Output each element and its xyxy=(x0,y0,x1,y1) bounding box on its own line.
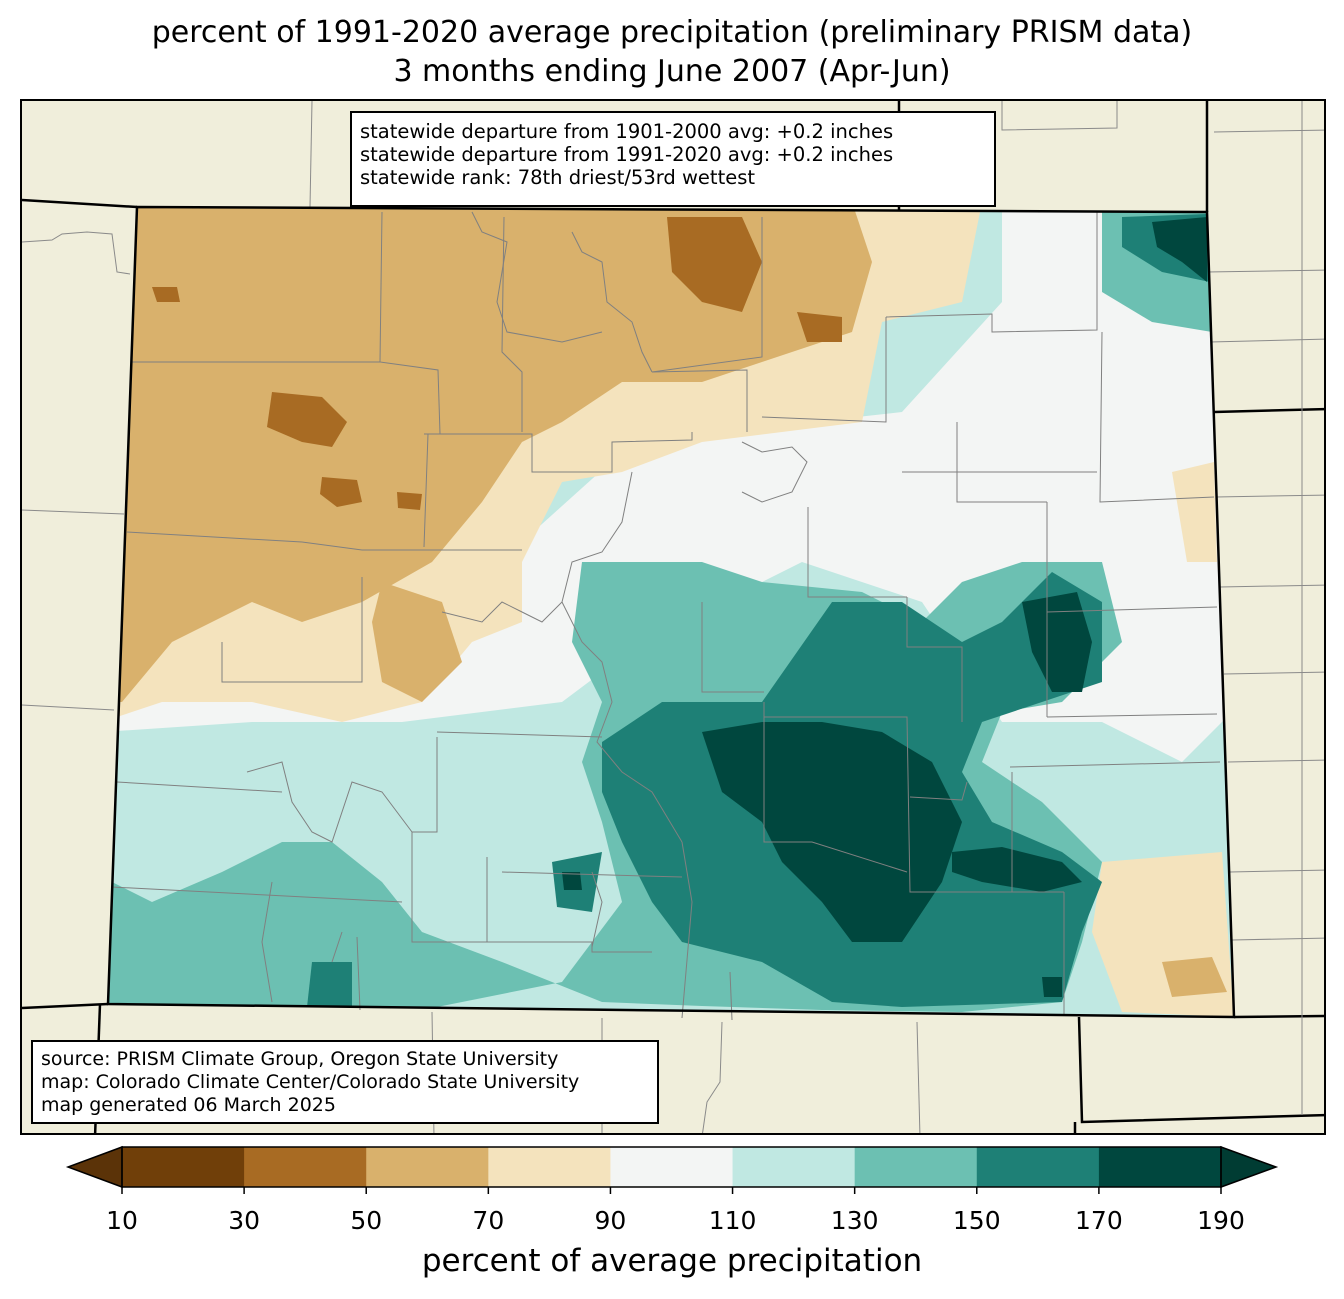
colorbar-tick-label: 150 xyxy=(952,1206,1001,1235)
colorbar-tick-label: 50 xyxy=(350,1206,383,1235)
county-borders xyxy=(111,211,1221,1021)
stats-line-1: statewide departure from 1901-2000 avg: … xyxy=(360,120,894,143)
colorbar-tick-label: 70 xyxy=(472,1206,505,1235)
statewide-stats-box: statewide departure from 1901-2000 avg: … xyxy=(350,111,996,207)
colorbar xyxy=(65,1145,1279,1194)
source-line-1: source: PRISM Climate Group, Oregon Stat… xyxy=(41,1048,559,1070)
colorbar-tick-label: 190 xyxy=(1197,1206,1245,1235)
colorbar-segment xyxy=(1098,1147,1222,1187)
colorbar-tick-label: 30 xyxy=(228,1206,261,1235)
colorbar-label: percent of average precipitation xyxy=(421,1243,923,1279)
map-subtitle: 3 months ending June 2007 (Apr-Jun) xyxy=(393,54,951,89)
colorbar-segment xyxy=(122,1147,245,1187)
precipitation-field xyxy=(108,207,1234,1017)
colorbar-segment xyxy=(854,1147,978,1187)
colorbar-tick-label: 110 xyxy=(708,1206,757,1235)
map-title: percent of 1991-2020 average precipitati… xyxy=(151,15,1193,50)
source-line-2: map: Colorado Climate Center/Colorado St… xyxy=(41,1071,580,1093)
stats-line-3: statewide rank: 78th driest/53rd wettest xyxy=(360,166,756,189)
colorbar-low-extension xyxy=(65,1145,123,1189)
map-panel xyxy=(20,99,1326,1135)
colorado-border xyxy=(106,205,1236,1019)
precipitation-map xyxy=(22,101,1324,1133)
colorbar-tick-label: 130 xyxy=(830,1206,879,1235)
source-box: source: PRISM Climate Group, Oregon Stat… xyxy=(31,1040,659,1124)
colorbar-tick-label: 170 xyxy=(1075,1206,1123,1235)
colorbar-segment xyxy=(732,1147,856,1187)
colorbar-segment xyxy=(976,1147,1100,1187)
colorbar-tick-label: 10 xyxy=(106,1206,138,1235)
colorbar-segment xyxy=(244,1147,367,1187)
colorbar-segment xyxy=(488,1147,611,1187)
colorbar-tick-label: 90 xyxy=(594,1206,627,1235)
colorbar-segment xyxy=(610,1147,734,1187)
colorbar-segment xyxy=(366,1147,489,1187)
stats-line-2: statewide departure from 1991-2020 avg: … xyxy=(360,143,894,166)
source-line-3: map generated 06 March 2025 xyxy=(41,1094,336,1116)
colorbar-high-extension xyxy=(1220,1145,1279,1189)
